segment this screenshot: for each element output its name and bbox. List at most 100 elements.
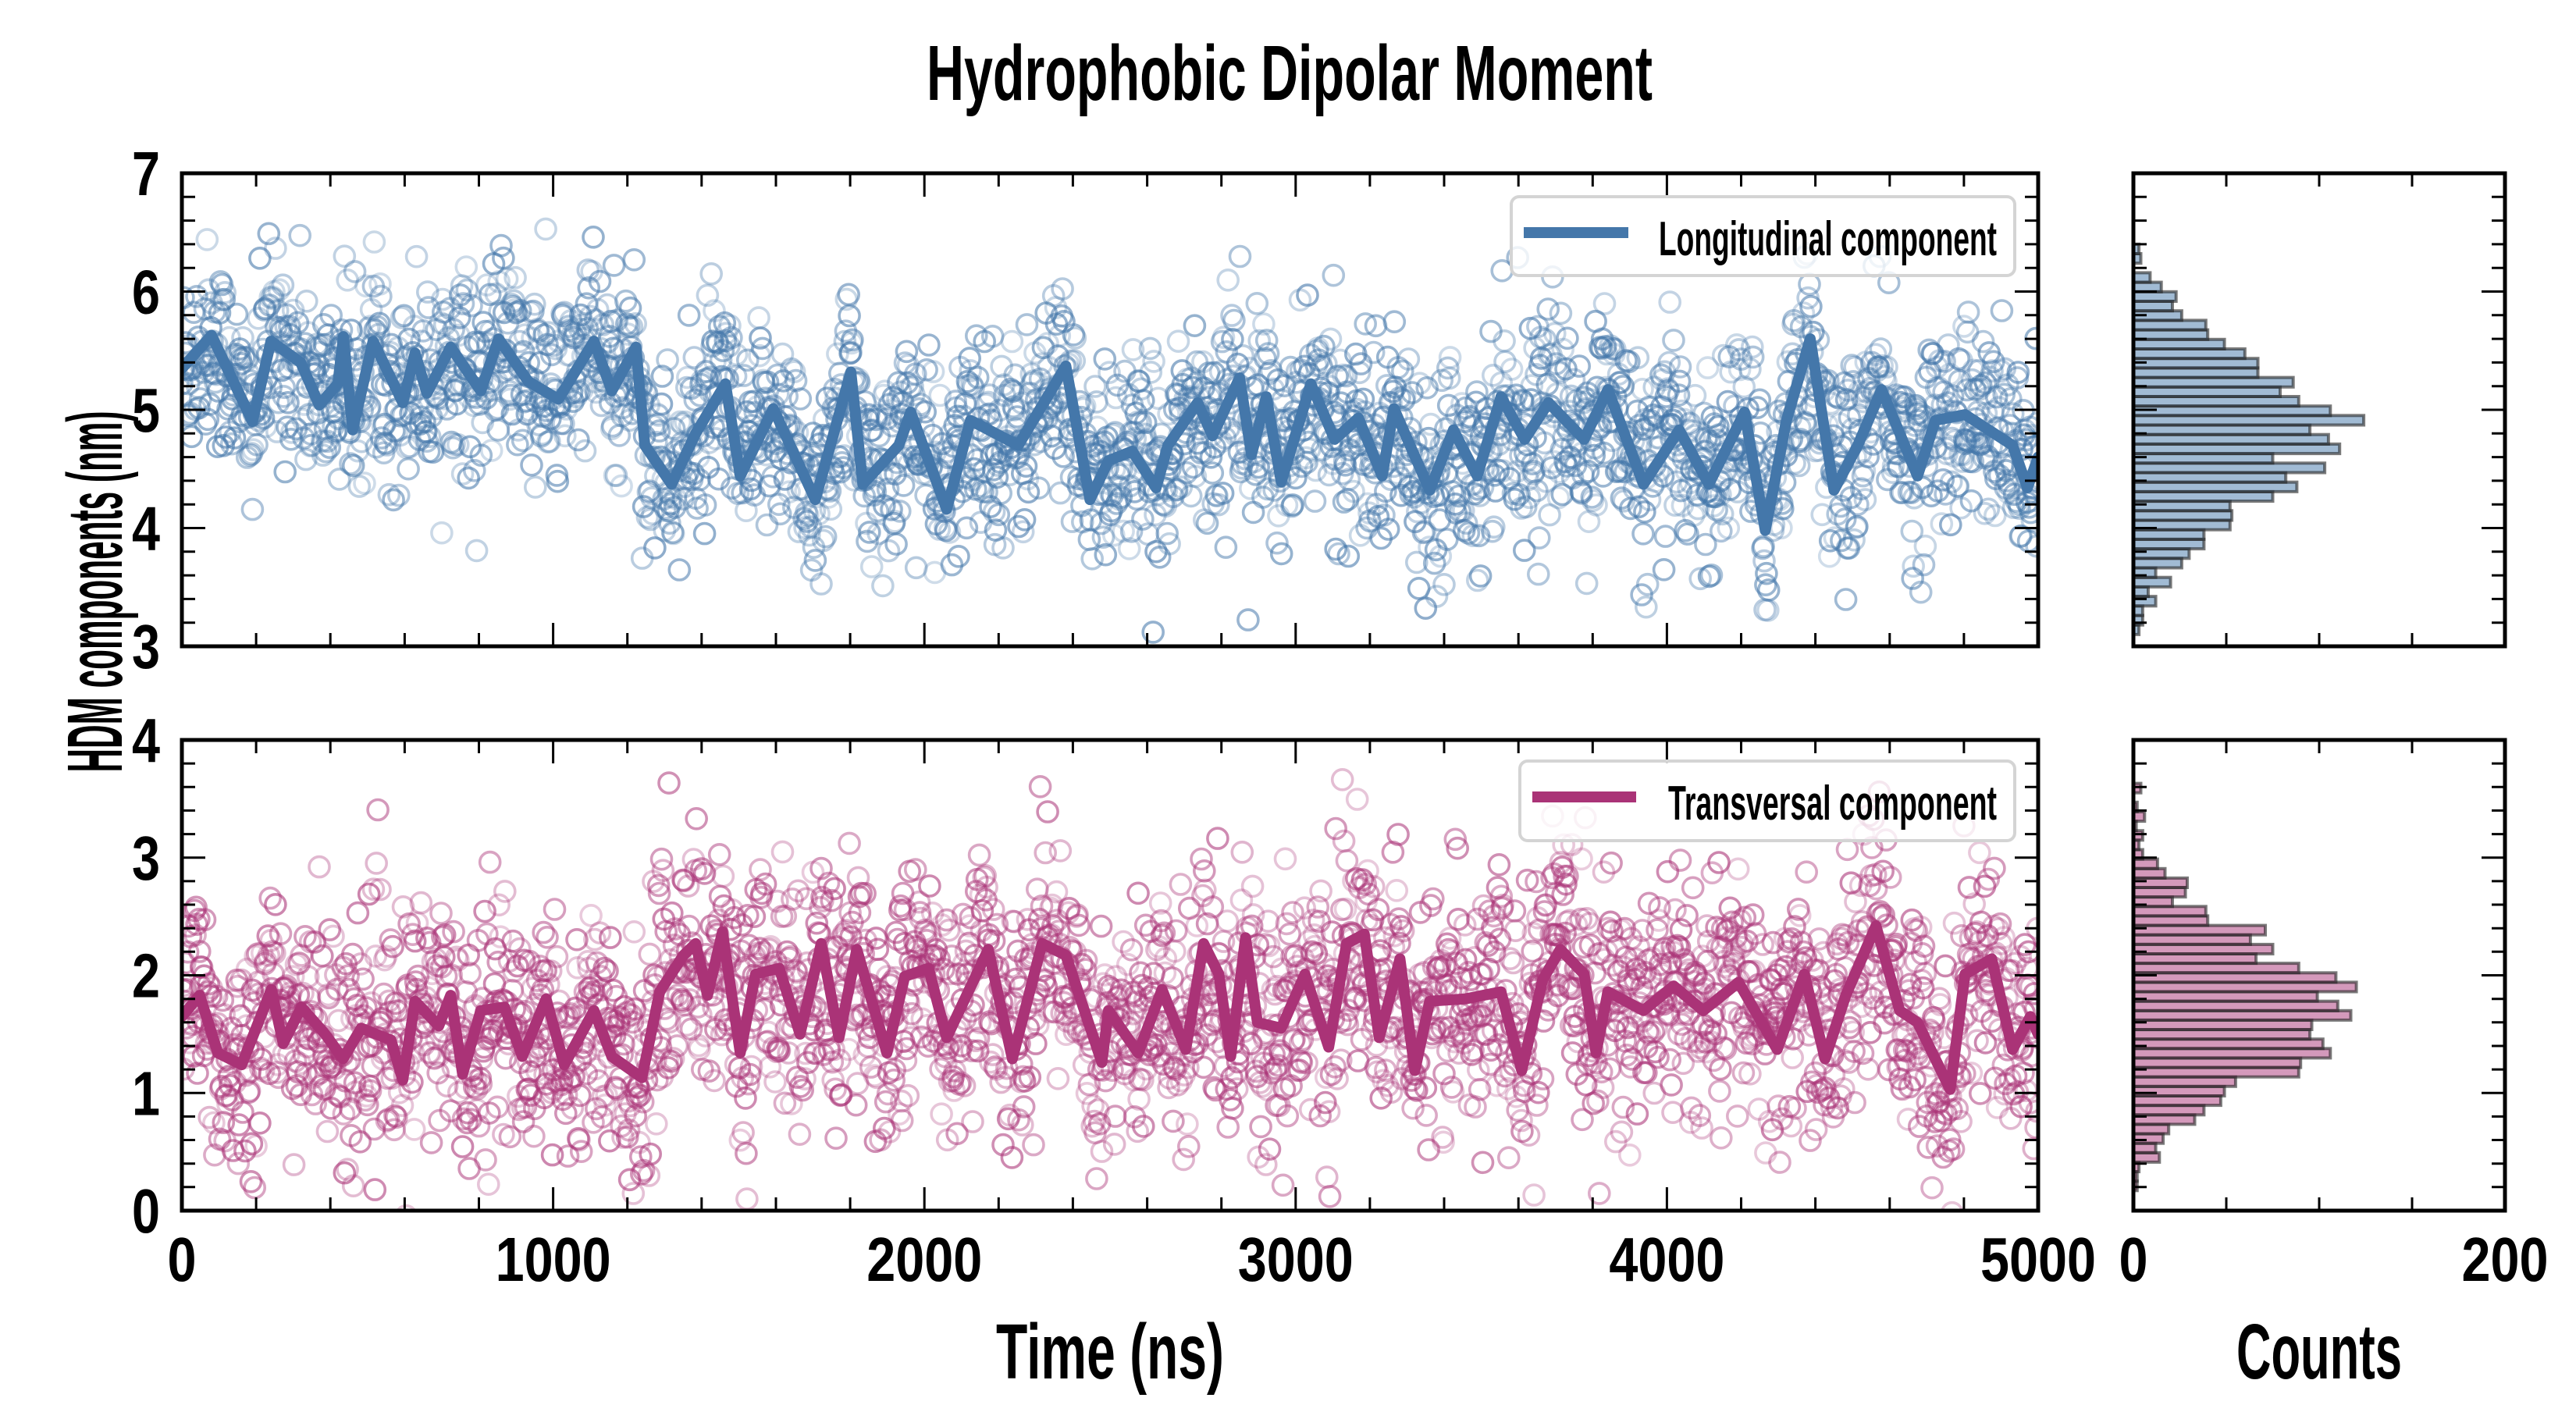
scatter-point <box>1722 948 1745 972</box>
scatter-point <box>1503 919 1528 942</box>
scatter-point <box>1061 1012 1085 1036</box>
scatter-point <box>1587 942 1610 966</box>
scatter-point <box>979 495 1002 518</box>
scatter-point <box>1678 411 1702 436</box>
scatter-point <box>947 544 970 568</box>
scatter-point <box>1007 514 1030 539</box>
scatter-point <box>1430 368 1453 393</box>
scatter-point <box>1553 921 1577 945</box>
scatter-point <box>384 991 407 1016</box>
scatter-point <box>270 358 294 382</box>
scatter-point <box>1442 1024 1466 1048</box>
scatter-point <box>664 486 688 510</box>
scatter-point <box>1613 916 1636 941</box>
scatter-point <box>419 1131 443 1154</box>
scatter-point <box>1361 875 1386 898</box>
scatter-point <box>1626 346 1650 370</box>
scatter-point <box>756 370 780 394</box>
scatter-point <box>724 365 748 388</box>
scatter-point <box>1257 934 1281 958</box>
scatter-point <box>1633 500 1656 524</box>
scatter-point <box>1275 493 1299 517</box>
scatter-point <box>535 333 559 357</box>
scatter-point <box>969 883 993 907</box>
scatter-point <box>1531 1067 1555 1090</box>
scatter-point <box>1635 572 1660 596</box>
scatter-point <box>233 1139 257 1163</box>
scatter-point <box>1582 443 1606 468</box>
scatter-point <box>1123 480 1147 503</box>
scatter-point <box>200 976 223 1000</box>
scatter-point <box>1479 319 1503 343</box>
scatter-point <box>1952 315 1976 338</box>
scatter-point <box>732 364 756 387</box>
scatter-point <box>944 389 967 413</box>
scatter-point <box>1521 462 1545 486</box>
scatter-point <box>446 432 470 457</box>
scatter-point <box>1538 503 1561 527</box>
scatter-point <box>432 945 456 969</box>
scatter-point <box>536 430 560 454</box>
scatter-point <box>493 880 517 903</box>
scatter-point <box>445 945 468 969</box>
scatter-point <box>1657 350 1681 375</box>
scatter-point <box>1125 991 1148 1014</box>
scatter-point <box>1912 934 1936 958</box>
scatter-point <box>483 398 507 422</box>
scatter-point <box>975 875 998 899</box>
scatter-point <box>354 274 378 298</box>
scatter-point <box>1169 475 1194 499</box>
scatter-point <box>353 471 376 495</box>
scatter-point <box>685 496 709 520</box>
scatter-point <box>896 354 920 377</box>
scatter-point <box>882 1069 906 1092</box>
scatter-point <box>943 1059 966 1083</box>
scatter-point <box>1164 919 1188 943</box>
scatter-point <box>667 558 692 582</box>
scatter-point <box>1254 933 1277 956</box>
scatter-point <box>918 874 941 898</box>
scatter-point <box>610 474 633 498</box>
scatter-point <box>442 919 465 944</box>
scatter-point <box>693 493 717 517</box>
scatter-point <box>432 313 457 336</box>
scatter-point <box>837 1037 860 1062</box>
scatter-point <box>1014 454 1038 478</box>
scatter-point <box>1236 608 1260 631</box>
scatter-point <box>292 426 315 450</box>
scatter-point <box>702 996 725 1019</box>
scatter-point <box>961 1110 984 1133</box>
scatter-point <box>1993 357 2016 381</box>
scatter-point <box>1185 914 1209 937</box>
scatter-point <box>636 480 660 504</box>
scatter-point <box>1706 936 1729 960</box>
scatter-point <box>588 921 612 944</box>
scatter-point <box>1667 935 1692 959</box>
scatter-point <box>706 467 731 491</box>
scatter-point <box>544 336 568 361</box>
scatter-point <box>1785 948 1809 972</box>
scatter-point <box>297 1027 321 1051</box>
scatter-point <box>1323 1055 1347 1079</box>
scatter-point <box>920 902 945 925</box>
scatter-point <box>899 1026 923 1050</box>
scatter-point <box>409 405 433 429</box>
scatter-point <box>726 482 750 505</box>
scatter-point <box>1658 290 1681 314</box>
scatter-point <box>256 924 280 948</box>
scatter-point <box>1148 891 1172 915</box>
scatter-point <box>346 439 370 463</box>
scatter-point <box>1055 1009 1079 1033</box>
scatter-point <box>345 994 369 1017</box>
scatter-point <box>1322 263 1346 287</box>
scatter-point <box>1491 459 1514 482</box>
scatter-point <box>1493 329 1516 353</box>
scatter-point <box>777 480 801 504</box>
scatter-point <box>998 377 1023 401</box>
scatter-point <box>1344 987 1368 1011</box>
scatter-point <box>532 920 556 944</box>
scatter-point <box>535 926 559 949</box>
scatter-point <box>457 1157 481 1180</box>
scatter-point <box>1251 1074 1274 1098</box>
scatter-point <box>689 1003 713 1026</box>
